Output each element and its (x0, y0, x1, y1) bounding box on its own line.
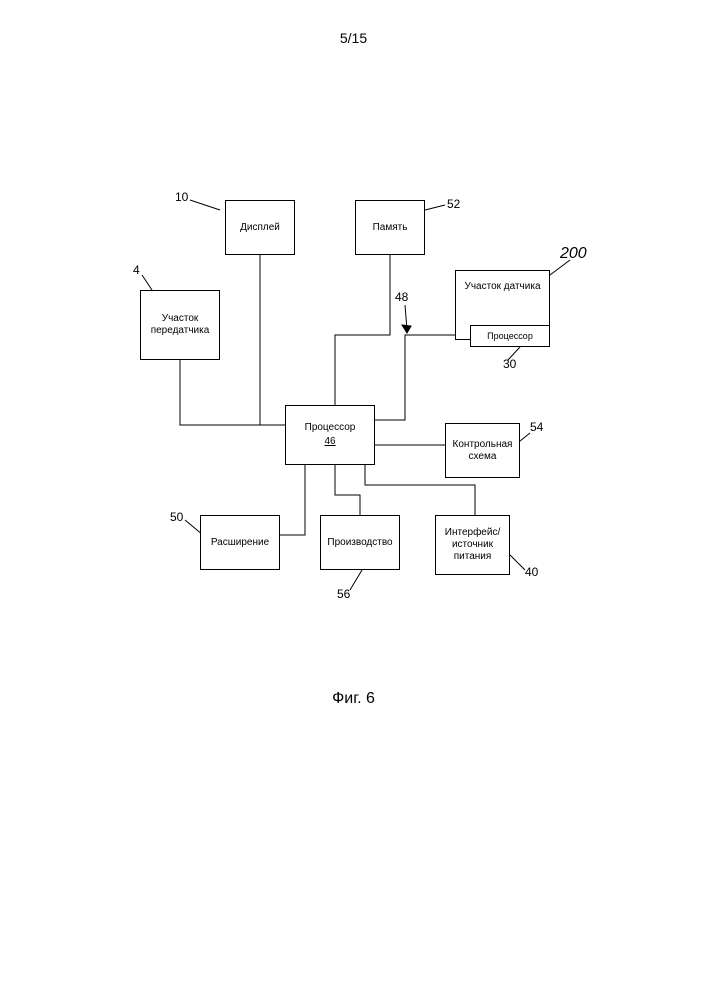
ref-sensor: 200 (560, 245, 587, 263)
ref-arrow: 48 (395, 290, 408, 304)
ref-interface: 40 (525, 565, 538, 579)
box-transmitter: Участок передатчика (140, 290, 220, 360)
label-transmitter: Участок передатчика (143, 313, 217, 337)
ref-display: 10 (175, 190, 188, 204)
label-interface: Интерфейс/ источник питания (438, 527, 507, 563)
box-sensor-processor: Процессор (470, 325, 550, 347)
box-display: Дисплей (225, 200, 295, 255)
block-diagram: Дисплей 10 Память 52 Участок датчика 200… (125, 195, 585, 675)
ref-processor: 46 (324, 436, 335, 448)
ref-transmitter: 4 (133, 263, 140, 277)
ref-control: 54 (530, 420, 543, 434)
ref-sensor-processor: 30 (503, 357, 516, 371)
ref-memory: 52 (447, 197, 460, 211)
page-number: 5/15 (340, 30, 367, 46)
box-interface: Интерфейс/ источник питания (435, 515, 510, 575)
box-memory: Память (355, 200, 425, 255)
label-display: Дисплей (240, 222, 280, 234)
box-control: Контрольная схема (445, 423, 520, 478)
box-expansion: Расширение (200, 515, 280, 570)
ref-production: 56 (337, 587, 350, 601)
box-processor: Процессор 46 (285, 405, 375, 465)
label-sensor-processor: Процессор (487, 331, 533, 342)
figure-caption: Фиг. 6 (332, 690, 375, 708)
label-processor: Процессор (305, 422, 356, 434)
ref-expansion: 50 (170, 510, 183, 524)
label-sensor: Участок датчика (464, 281, 540, 293)
label-control: Контрольная схема (448, 439, 517, 463)
label-expansion: Расширение (211, 537, 269, 549)
box-production: Производство (320, 515, 400, 570)
label-memory: Память (373, 222, 408, 234)
label-production: Производство (327, 537, 392, 549)
